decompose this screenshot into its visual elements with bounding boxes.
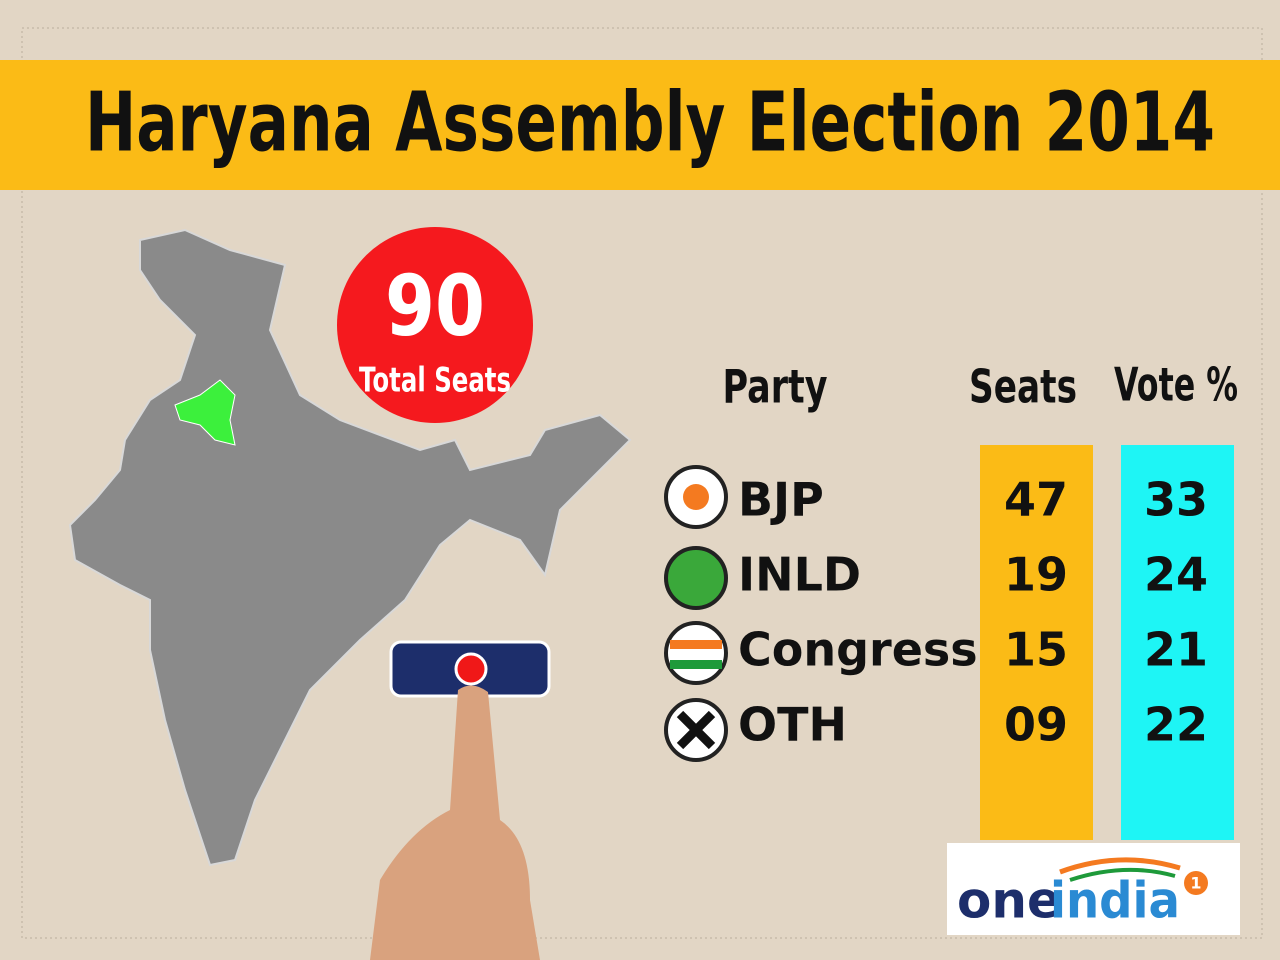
congress-icon bbox=[664, 621, 728, 685]
haryana-highlight bbox=[174, 379, 236, 446]
party-name: OTH bbox=[738, 698, 847, 752]
column-header: Vote % bbox=[1114, 358, 1238, 412]
bjp-lotus bbox=[683, 484, 709, 510]
logo-swoosh bbox=[1069, 867, 1176, 882]
seats-value: 47 bbox=[1004, 473, 1068, 527]
seats-value: 19 bbox=[1004, 548, 1068, 602]
logo-text: india bbox=[1050, 872, 1180, 930]
vote-value: 22 bbox=[1144, 698, 1208, 752]
vote-column bbox=[1121, 445, 1234, 840]
logo-mark-circle bbox=[1184, 871, 1208, 895]
badge-label: Total Seats bbox=[359, 361, 511, 401]
logo-swoosh bbox=[1059, 857, 1181, 875]
inld-icon bbox=[664, 546, 728, 610]
vote-value: 21 bbox=[1144, 623, 1208, 677]
title: Haryana Assembly Election 2014 bbox=[85, 75, 1215, 170]
frame bbox=[21, 27, 1263, 939]
seats-column bbox=[980, 445, 1093, 840]
congress-stripe bbox=[670, 660, 722, 669]
table-rows: BJP 47 33 INLD 19 24 Congress 15 21 OTH 09 22 bbox=[738, 473, 1208, 752]
column-header: Party bbox=[723, 360, 828, 414]
party-name: INLD bbox=[738, 548, 861, 602]
india-map bbox=[68, 228, 632, 867]
logo-mark: 1 bbox=[1190, 874, 1201, 893]
party-name: BJP bbox=[738, 473, 824, 527]
column-header: Seats bbox=[969, 360, 1077, 414]
vote-value: 33 bbox=[1144, 473, 1208, 527]
party-name: Congress bbox=[738, 623, 978, 677]
finger bbox=[370, 685, 540, 960]
vote-button-dot bbox=[454, 652, 488, 686]
seats-badge bbox=[337, 227, 533, 423]
badge-value: 90 bbox=[385, 257, 485, 355]
vote-value: 24 bbox=[1144, 548, 1208, 602]
title-band bbox=[0, 60, 1280, 190]
oth-cross bbox=[676, 710, 716, 750]
congress-stripe bbox=[670, 640, 722, 649]
seats-value: 15 bbox=[1004, 623, 1068, 677]
logo-text: one bbox=[957, 872, 1061, 930]
party-icons bbox=[664, 465, 728, 762]
seats-value: 09 bbox=[1004, 698, 1068, 752]
